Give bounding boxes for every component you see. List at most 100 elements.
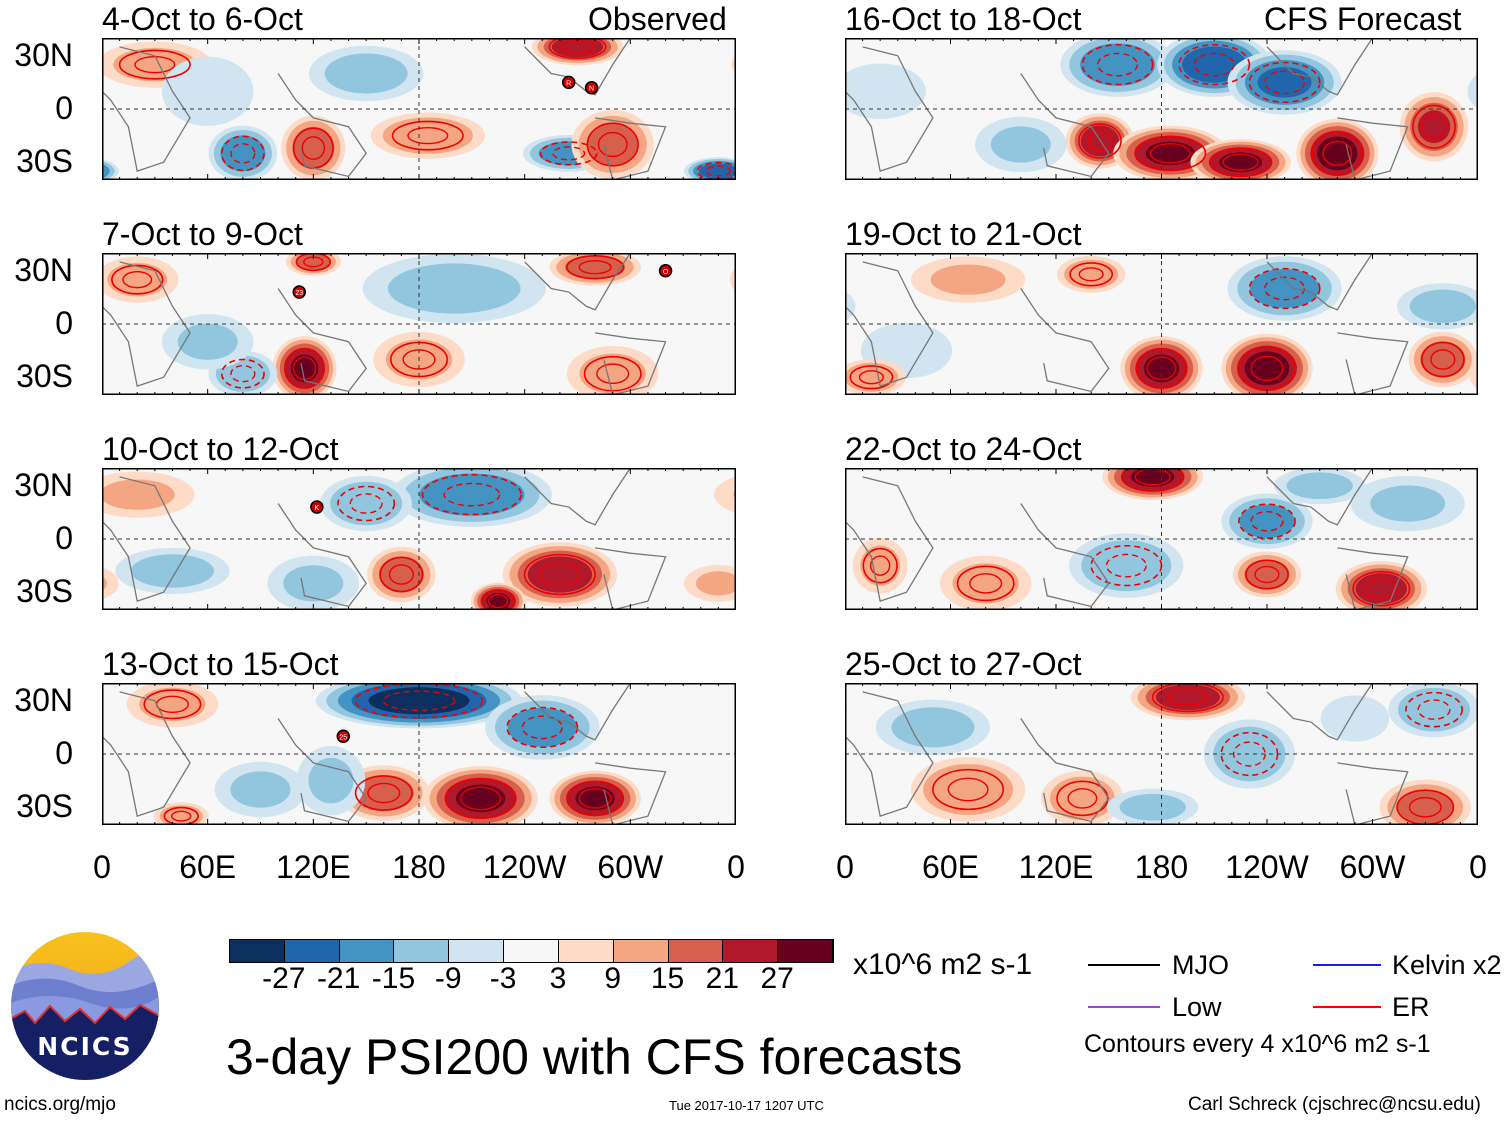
- anomaly-band: [455, 784, 506, 813]
- er-contour: [488, 594, 509, 609]
- latitude-label: 0: [55, 90, 73, 126]
- figure-title: 3-day PSI200 with CFS forecasts: [226, 1029, 963, 1085]
- coastline: [277, 503, 367, 608]
- anomaly-band: [860, 545, 901, 586]
- storm-marker: N: [584, 80, 599, 95]
- er-contour: [1412, 104, 1456, 149]
- positive-anomaly: [571, 109, 654, 180]
- negative-anomaly: [1203, 719, 1296, 789]
- negative-anomaly: [845, 63, 1478, 119]
- er-contour: [1208, 147, 1273, 178]
- er-contour: [171, 810, 192, 822]
- er-contour: [388, 564, 414, 585]
- contour-note: Contours every 4 x10^6 m2 s-1: [1084, 1030, 1431, 1058]
- anomaly-band: [1239, 504, 1295, 539]
- er-contour: [1151, 683, 1224, 713]
- er-contour: [1405, 691, 1463, 728]
- negative-anomaly: [102, 157, 736, 180]
- coastline: [595, 547, 667, 610]
- coastline: [1337, 117, 1409, 180]
- colorbar: [229, 939, 834, 963]
- anomaly-band: [1249, 268, 1320, 309]
- colorbar-swatch: [723, 940, 779, 962]
- er-contour: [122, 270, 153, 289]
- storm-marker: R: [561, 75, 576, 90]
- er-contour: [1069, 262, 1114, 287]
- er-contour: [1078, 267, 1104, 282]
- storm-name: R: [566, 80, 571, 87]
- colorbar-swatch: [778, 940, 833, 962]
- er-contour: [849, 365, 894, 390]
- colorbar-tick-label: 21: [705, 962, 740, 995]
- negative-anomaly: [1227, 50, 1342, 115]
- panel-date-label: 13-Oct to 15-Oct: [102, 646, 339, 682]
- storm-name: O: [663, 269, 669, 276]
- longitude-label: 0: [1469, 849, 1487, 885]
- ncics-logo: NCICS: [11, 932, 159, 1080]
- colorbar-swatch: [449, 940, 505, 962]
- coastline: [595, 117, 667, 180]
- panel-date-label: 16-Oct to 18-Oct: [845, 1, 1082, 37]
- er-contour: [597, 131, 628, 158]
- er-contour: [858, 370, 884, 385]
- anomaly-band: [1218, 152, 1263, 173]
- coastline: [102, 261, 191, 387]
- anomaly-band: [990, 126, 1051, 163]
- coastline: [277, 288, 367, 393]
- er-contour: [444, 777, 517, 820]
- er-contour: [1222, 153, 1259, 171]
- er-contour: [539, 141, 598, 166]
- er-contour: [586, 122, 639, 167]
- anomaly-band: [1244, 559, 1290, 590]
- er-contour: [566, 780, 625, 817]
- coastline: [1020, 718, 1110, 823]
- positive-anomaly: [1041, 770, 1124, 825]
- anomaly-band: [130, 554, 214, 588]
- coastline: [524, 253, 631, 311]
- er-contour: [521, 715, 563, 740]
- observed-label: Observed: [588, 1, 727, 37]
- positive-anomaly: [852, 537, 908, 594]
- er-contour: [354, 775, 413, 811]
- negative-anomaly: [267, 555, 360, 610]
- colorbar-swatch: [230, 940, 285, 962]
- colorbar-swatch: [284, 940, 340, 962]
- map-panel: [845, 253, 1478, 395]
- er-contour: [284, 347, 326, 390]
- er-contour: [1352, 570, 1411, 607]
- er-contour: [1238, 503, 1296, 540]
- negative-anomaly: [1227, 256, 1342, 321]
- er-contour: [1420, 341, 1465, 378]
- longitude-label: 0: [93, 849, 111, 885]
- latitude-label: 0: [55, 520, 73, 556]
- er-contour: [578, 260, 612, 275]
- negative-anomaly: [115, 547, 230, 595]
- positive-anomaly: [102, 564, 736, 602]
- er-contour: [1364, 578, 1398, 599]
- longitude-label: 60W: [1339, 849, 1406, 885]
- coastline: [1266, 253, 1374, 311]
- latitude-label: 30S: [16, 573, 73, 610]
- negative-anomaly: [1350, 475, 1465, 532]
- anomaly-band: [1081, 540, 1172, 592]
- anomaly-band: [1131, 468, 1175, 487]
- anomaly-band: [1049, 776, 1115, 821]
- er-contour: [552, 146, 586, 161]
- anomaly-band: [382, 117, 473, 154]
- coastline: [595, 332, 667, 395]
- er-contour: [407, 126, 449, 145]
- map-panel: [845, 468, 1478, 610]
- anomaly-band: [292, 126, 335, 170]
- er-contour: [1056, 780, 1109, 817]
- er-contour: [1322, 140, 1353, 167]
- colorbar-tick-label: 15: [650, 962, 685, 995]
- er-contour: [220, 135, 265, 172]
- er-contour: [301, 136, 326, 160]
- colorbar-swatch: [339, 940, 395, 962]
- legend-er-line: [1313, 1006, 1381, 1008]
- er-contour: [1097, 52, 1139, 77]
- anomaly-band: [308, 757, 354, 804]
- footer-url[interactable]: ncics.org/mjo: [4, 1094, 116, 1115]
- longitude-label: 60E: [922, 849, 979, 885]
- anomaly-band: [1397, 790, 1453, 825]
